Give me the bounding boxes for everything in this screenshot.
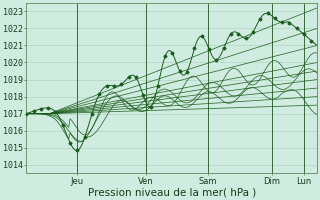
X-axis label: Pression niveau de la mer( hPa ): Pression niveau de la mer( hPa ) xyxy=(88,187,256,197)
